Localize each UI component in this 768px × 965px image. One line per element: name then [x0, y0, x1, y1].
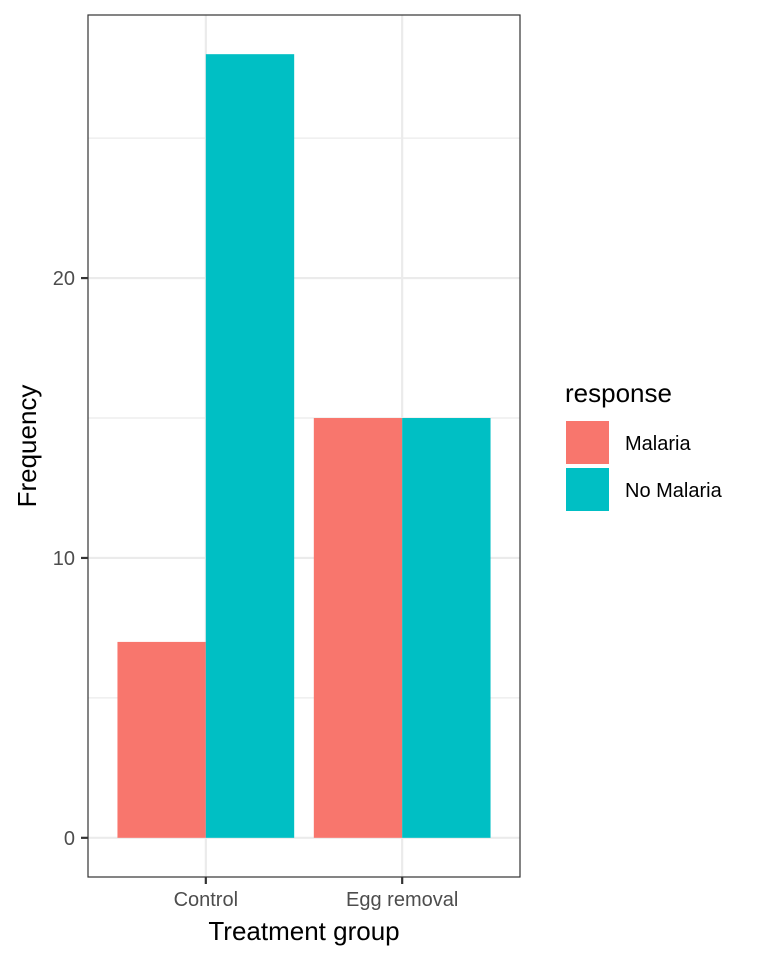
- bar: [313, 418, 403, 838]
- bars: [117, 54, 491, 838]
- legend-title: response: [565, 378, 672, 408]
- legend-label: Malaria: [625, 433, 691, 455]
- bar: [402, 418, 491, 838]
- axes: 0 10 20 Control Egg removal: [53, 268, 459, 911]
- legend-key: [566, 421, 609, 464]
- panel-border: [87, 14, 521, 878]
- x-tick-label: Control: [174, 889, 238, 911]
- y-tick-label: 20: [53, 268, 75, 290]
- y-tick-label: 0: [64, 828, 75, 850]
- legend-items: Malaria No Malaria: [566, 421, 723, 511]
- legend: response Malaria No Malaria: [565, 378, 723, 511]
- bar: [117, 641, 206, 838]
- bar: [205, 54, 295, 838]
- x-tick-label: Egg removal: [346, 889, 458, 911]
- legend-label: No Malaria: [625, 480, 723, 502]
- y-axis-title: Frequency: [12, 385, 42, 508]
- y-tick-label: 10: [53, 548, 75, 570]
- x-axis-title: Treatment group: [208, 916, 399, 946]
- legend-key: [566, 468, 609, 511]
